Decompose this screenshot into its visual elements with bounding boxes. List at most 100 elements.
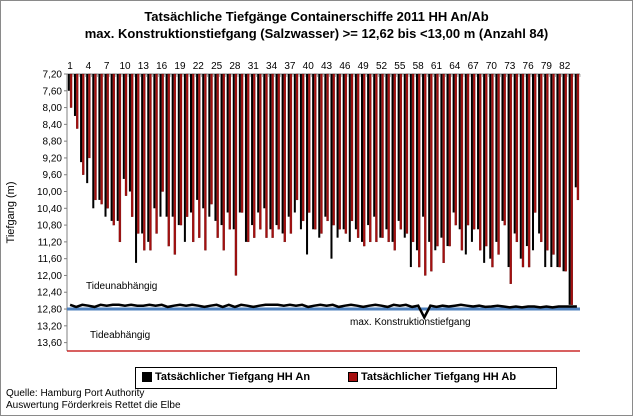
bar-ab xyxy=(411,73,415,243)
bar-an xyxy=(299,74,302,230)
bar-ab xyxy=(94,73,97,201)
tideunabhaengig-line xyxy=(69,303,577,321)
bar-an xyxy=(293,74,296,213)
bar-an xyxy=(550,74,553,268)
bar-ab xyxy=(137,73,140,234)
bar-ab xyxy=(198,73,201,238)
x-tick-label: 76 xyxy=(523,61,535,72)
bar-an xyxy=(342,74,345,230)
bar-ab xyxy=(69,73,73,108)
bar-ab xyxy=(424,73,427,276)
x-tick-label: 16 xyxy=(156,61,168,72)
bar-an xyxy=(287,74,290,217)
x-tick-label: 10 xyxy=(119,61,131,72)
annotation-tideabhaengig: Tideabhängig xyxy=(90,330,150,341)
bar-ab xyxy=(295,73,299,201)
y-tick-label: 8,40 xyxy=(43,120,63,131)
bar-ab xyxy=(82,73,85,175)
bar-ab xyxy=(503,73,506,226)
bar-ab xyxy=(265,73,268,238)
bar-ab xyxy=(118,73,122,243)
bar-ab xyxy=(344,73,348,234)
bar-an xyxy=(104,74,107,217)
bar-an xyxy=(446,74,449,247)
y-tick-label: 10,00 xyxy=(37,187,62,198)
bar-ab xyxy=(210,73,213,205)
x-tick-label: 13 xyxy=(138,61,150,72)
bar-an xyxy=(531,74,535,251)
y-tick-label: 11,60 xyxy=(38,254,63,265)
bar-an xyxy=(489,74,492,259)
bar-ab xyxy=(173,73,177,255)
bar-ab xyxy=(466,73,470,226)
bar-ab xyxy=(405,73,409,234)
bar-an xyxy=(98,74,101,200)
bar-ab xyxy=(240,73,244,213)
bar-an xyxy=(165,74,168,217)
y-tick-label: 9,20 xyxy=(43,153,63,164)
chart-subtitle: max. Konstruktionstiefgang (Salzwasser) … xyxy=(84,26,549,41)
x-tick-label: 43 xyxy=(321,61,333,72)
bar-ab xyxy=(301,73,305,222)
y-tick-label: 13,60 xyxy=(37,338,62,349)
bar-ab xyxy=(576,73,580,201)
bar-an xyxy=(232,74,235,230)
bar-ab xyxy=(363,73,366,247)
bar-an xyxy=(544,74,547,268)
chart-title: Tatsächliche Tiefgänge Containerschiffe … xyxy=(144,9,489,24)
bar-an xyxy=(128,74,131,192)
bar-an xyxy=(507,74,510,268)
x-tick-label: 64 xyxy=(449,61,461,72)
bar-ab xyxy=(515,73,519,243)
bar-an xyxy=(214,74,217,221)
bar-ab xyxy=(76,73,79,129)
bar-ab xyxy=(326,73,329,222)
bar-ab xyxy=(570,73,574,305)
y-tick-label: 7,60 xyxy=(43,86,63,97)
bar-ab xyxy=(234,73,238,276)
bar-an xyxy=(379,74,382,238)
x-tick-label: 52 xyxy=(376,61,388,72)
bar-an xyxy=(397,74,400,221)
source-line-1: Quelle: Hamburg Port Authority xyxy=(6,388,145,399)
x-tick-label: 28 xyxy=(229,61,241,72)
bar-an xyxy=(202,74,205,209)
bar-an xyxy=(336,74,339,238)
y-tick-label: 10,80 xyxy=(37,221,62,232)
bar-an xyxy=(238,74,241,213)
y-tick-label: 11,20 xyxy=(38,237,63,248)
bar-ab xyxy=(393,73,396,251)
bar-an xyxy=(80,74,83,163)
bar-an xyxy=(306,74,309,255)
x-tick-label: 46 xyxy=(339,61,351,72)
legend-label-an: Tatsächlicher Tiefgang HH An xyxy=(155,371,311,383)
bar-an xyxy=(257,74,260,213)
bar-an xyxy=(251,74,254,226)
bar-ab xyxy=(338,73,341,230)
x-tick-label: 7 xyxy=(104,61,110,72)
bar-ab xyxy=(289,73,293,234)
bar-an xyxy=(92,74,95,209)
bar-ab xyxy=(491,73,494,268)
bar-ab xyxy=(149,73,152,251)
bar-ab xyxy=(185,73,189,217)
bar-an xyxy=(562,74,565,272)
bar-ab xyxy=(167,73,170,247)
legend: Tatsächlicher Tiefgang HH An Tatsächlich… xyxy=(135,367,557,389)
bar-an xyxy=(116,74,119,221)
bar-ab xyxy=(283,73,286,243)
bar-an xyxy=(281,74,284,234)
bar-ab xyxy=(540,73,543,243)
x-tick-label: 4 xyxy=(86,61,92,72)
bar-an xyxy=(513,74,516,234)
bar-an xyxy=(519,74,522,259)
bar-ab xyxy=(381,73,384,238)
y-tick-label: 12,80 xyxy=(37,305,62,316)
bar-an xyxy=(330,74,333,259)
bar-an xyxy=(452,74,455,213)
x-tick-label: 22 xyxy=(193,61,205,72)
bar-ab xyxy=(436,73,439,247)
bar-ab xyxy=(509,73,512,284)
bar-ab xyxy=(564,73,567,272)
annotation-max-konstruktionstiefgang: max. Konstruktionstiefgang xyxy=(350,317,471,328)
